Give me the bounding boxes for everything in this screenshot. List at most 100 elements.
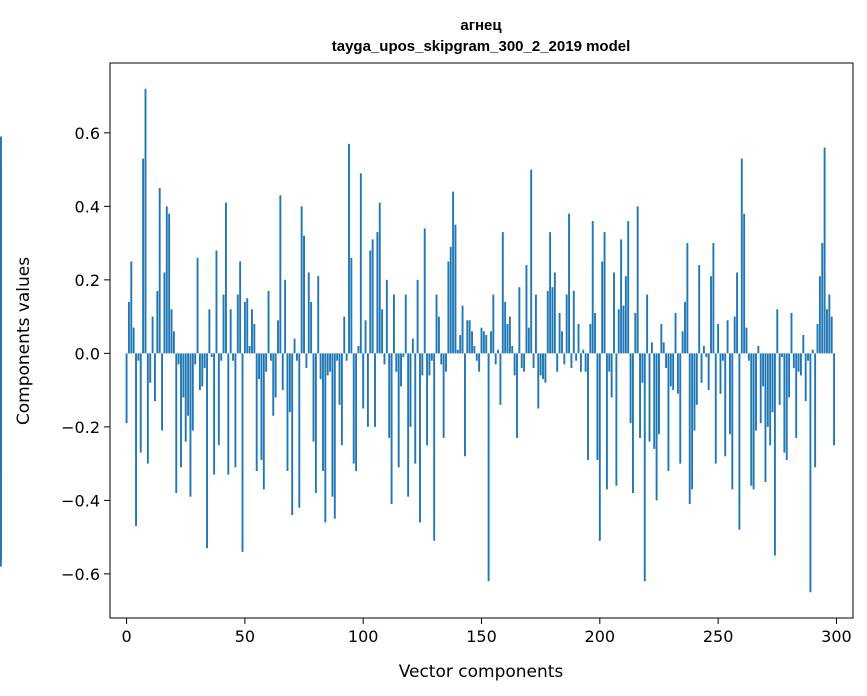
bar <box>811 349 814 354</box>
bar <box>305 353 308 369</box>
bar <box>828 294 831 354</box>
bar <box>180 353 182 468</box>
bar <box>532 353 535 369</box>
bar <box>499 353 502 405</box>
bar <box>215 250 218 354</box>
bar <box>317 276 320 354</box>
bar <box>771 353 774 413</box>
bar <box>177 353 180 365</box>
bar <box>596 353 599 460</box>
bar <box>660 323 663 354</box>
bar <box>435 294 438 354</box>
bar <box>523 353 526 372</box>
bar <box>710 276 712 354</box>
bar <box>468 320 471 354</box>
bar <box>681 331 684 354</box>
bar <box>314 353 317 494</box>
bar <box>823 147 826 354</box>
bar <box>818 276 821 354</box>
bar <box>764 353 767 482</box>
bar <box>568 213 570 354</box>
bar <box>506 323 509 354</box>
bar <box>667 353 670 471</box>
bar <box>161 353 163 431</box>
bar <box>366 353 369 427</box>
bar <box>755 353 757 431</box>
bar <box>227 353 230 475</box>
bar <box>695 353 698 405</box>
bar <box>206 353 208 549</box>
bar <box>693 353 696 431</box>
bar <box>225 202 227 354</box>
bar <box>310 301 313 354</box>
bar <box>338 353 341 405</box>
bar <box>788 353 791 398</box>
bar <box>187 353 190 416</box>
bar <box>172 331 175 354</box>
bar <box>246 298 249 354</box>
bar <box>712 243 715 354</box>
bar <box>809 353 812 593</box>
bars-group <box>0 88 836 593</box>
bar <box>797 353 800 372</box>
bar <box>665 353 668 369</box>
bar <box>804 353 807 402</box>
bar <box>501 232 504 354</box>
bar <box>551 287 554 354</box>
bar <box>288 353 291 413</box>
bar <box>631 353 634 494</box>
bar <box>513 353 516 376</box>
bar <box>343 316 346 354</box>
bar <box>364 320 367 354</box>
bar <box>719 353 722 394</box>
bar <box>601 261 604 354</box>
bar <box>445 353 447 372</box>
bar <box>726 320 729 354</box>
bar <box>485 334 488 354</box>
bar <box>743 213 746 354</box>
bar <box>613 272 615 354</box>
bar <box>269 353 272 361</box>
bar <box>196 257 199 354</box>
bar <box>284 279 287 354</box>
bar <box>473 346 476 354</box>
bar <box>463 353 466 457</box>
bar <box>622 305 625 354</box>
bar <box>461 305 464 354</box>
bar <box>459 334 462 354</box>
y-tick-label: −0.2 <box>61 418 100 437</box>
bar <box>165 206 168 354</box>
bar <box>471 331 473 354</box>
x-tick-label: 100 <box>348 627 379 646</box>
bar <box>591 221 594 354</box>
bar <box>0 165 2 354</box>
bar <box>322 353 324 471</box>
bar <box>340 353 343 446</box>
bar <box>475 353 478 361</box>
bar <box>572 290 575 354</box>
bar <box>826 309 828 354</box>
bar <box>556 353 559 372</box>
bar <box>258 353 261 380</box>
bar <box>830 316 833 354</box>
bar <box>229 309 232 354</box>
bar <box>492 294 495 354</box>
bar <box>262 353 265 490</box>
bar <box>251 309 253 354</box>
bar <box>676 353 679 394</box>
bar <box>530 169 533 354</box>
bar <box>714 353 717 464</box>
bar <box>236 294 239 354</box>
bar <box>194 353 197 365</box>
bar <box>146 353 149 464</box>
bar <box>466 320 469 354</box>
y-tick-label: −0.6 <box>61 565 100 584</box>
bar <box>624 276 627 354</box>
bar <box>516 353 518 438</box>
bar <box>260 353 263 460</box>
bar <box>542 353 544 380</box>
bar <box>369 250 372 354</box>
bar <box>608 353 611 372</box>
bar <box>729 353 731 435</box>
bar <box>336 353 339 361</box>
